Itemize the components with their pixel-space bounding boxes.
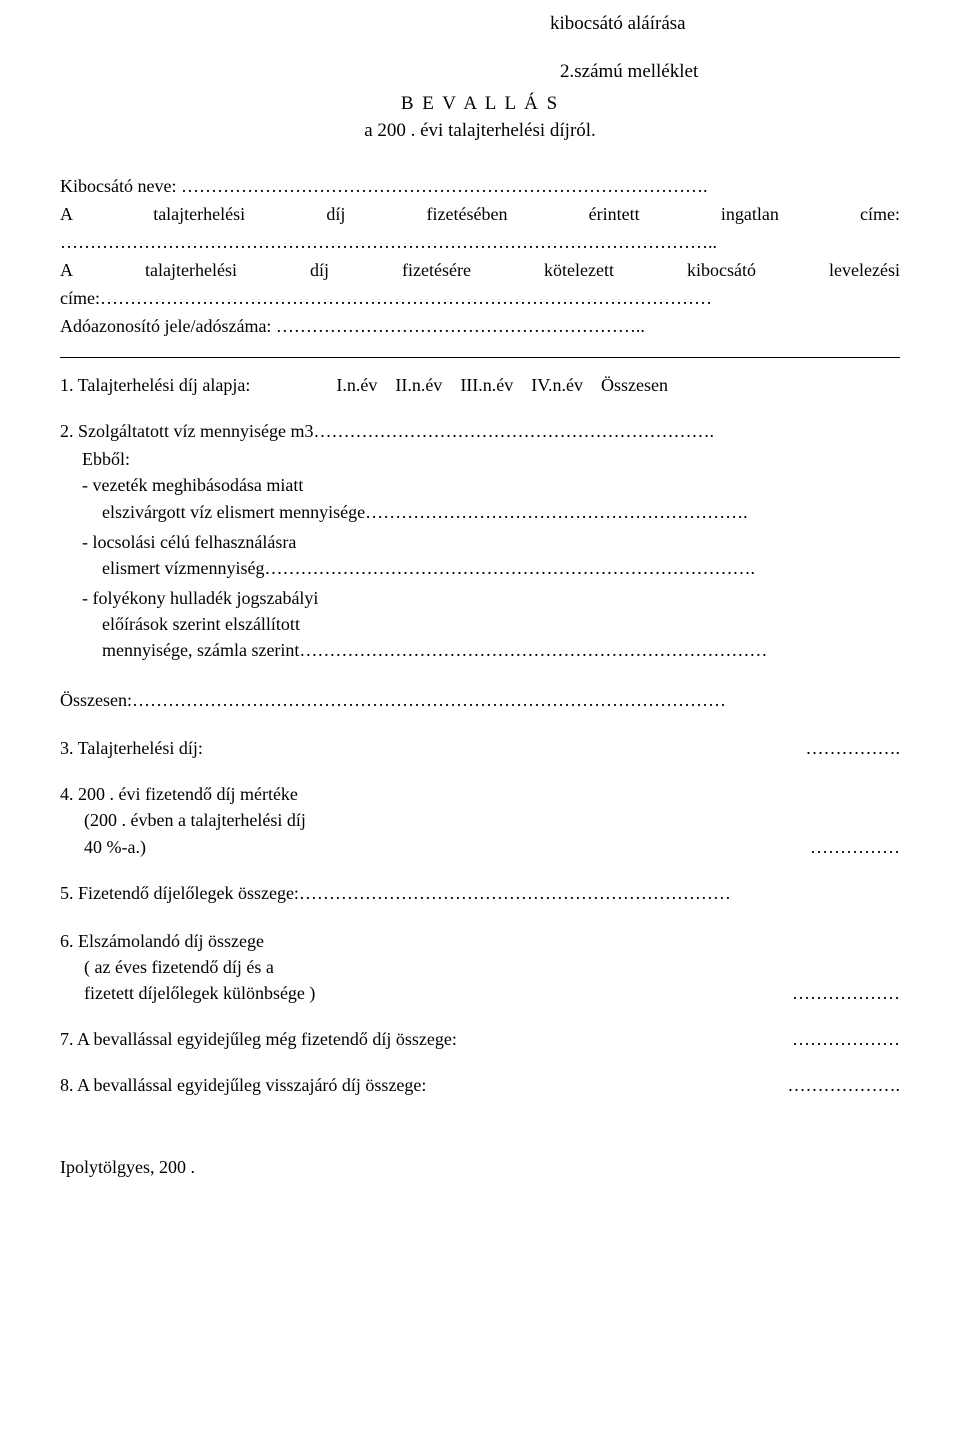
column-header-q3: III.n.év (460, 372, 513, 398)
property-address-dots: ……………………………………………………………………………………………….. (60, 229, 900, 255)
column-header-q1: I.n.év (336, 372, 377, 398)
section-6-dots: ……………… (792, 980, 900, 1006)
column-header-q4: IV.n.év (531, 372, 583, 398)
sub-a-line2: elszivárgott víz elismert mennyisége…………… (60, 499, 900, 525)
osszesen-line: Összesen:…………………………………………………………………………………… (60, 687, 900, 713)
sub-c-line2: előírások szerint elszállított (60, 611, 900, 637)
issuer-name-field: Kibocsátó neve: ………………………………………………………………… (60, 173, 900, 199)
section-7-label: 7. A bevallással egyidejűleg még fizeten… (60, 1026, 457, 1052)
section-8-dots: ………………. (788, 1072, 901, 1098)
property-address-label: A talajterhelési díj fizetésében érintet… (60, 201, 900, 227)
sub-c-line1: - folyékony hulladék jogszabályi (60, 585, 900, 611)
sub-c-line3: mennyisége, számla szerint……………………………………… (60, 637, 900, 663)
section-1-row: 1. Talajterhelési díj alapja: I.n.év II.… (60, 372, 900, 398)
sub-b-line1: - locsolási célú felhasználásra (60, 529, 900, 555)
attachment-number: 2.számú melléklet (560, 58, 698, 86)
section-4-line2: (200 . évben a talajterhelési díj (60, 807, 900, 833)
column-header-q2: II.n.év (395, 372, 442, 398)
column-header-total: Összesen (601, 372, 668, 398)
sub-b-line2: elismert vízmennyiség…………………………………………………… (60, 555, 900, 581)
section-6-line3-label: fizetett díjelőlegek különbsége ) (60, 980, 315, 1006)
section-7-dots: ……………… (792, 1026, 900, 1052)
section-5-line: 5. Fizetendő díjelőlegek összege:…………………… (60, 880, 900, 906)
section-3-label: 3. Talajterhelési díj: (60, 735, 203, 761)
section-6-line2: ( az éves fizetendő díj és a (60, 954, 900, 980)
section-3-dots: ……………. (806, 735, 901, 761)
ebbol-label: Ebből: (60, 446, 900, 472)
section-1-label: 1. Talajterhelési díj alapja: (60, 372, 250, 398)
tax-id-field: Adóazonosító jele/adószáma: ………………………………… (60, 313, 900, 339)
section-4-line3-label: 40 %-a.) (60, 834, 146, 860)
mailing-address-dots: címe:………………………………………………………………………………………… (60, 285, 900, 311)
section-4-dots: …………… (810, 834, 900, 860)
section-2-line: 2. Szolgáltatott víz mennyisége m3………………… (60, 418, 900, 444)
section-8-label: 8. A bevallással egyidejűleg visszajáró … (60, 1072, 426, 1098)
section-6-line1: 6. Elszámolandó díj összege (60, 928, 900, 954)
sub-a-line1: - vezeték meghibásodása miatt (60, 472, 900, 498)
document-title: B E V A L L Á S (60, 90, 900, 118)
issuer-signature-line: kibocsátó aláírása (60, 10, 900, 38)
divider-line (60, 357, 900, 358)
mailing-address-label: A talajterhelési díj fizetésére köteleze… (60, 257, 900, 283)
section-4-line1: 4. 200 . évi fizetendő díj mértéke (60, 781, 900, 807)
place-date: Ipolytölgyes, 200 . (60, 1154, 900, 1180)
document-subtitle: a 200 . évi talajterhelési díjról. (60, 117, 900, 145)
